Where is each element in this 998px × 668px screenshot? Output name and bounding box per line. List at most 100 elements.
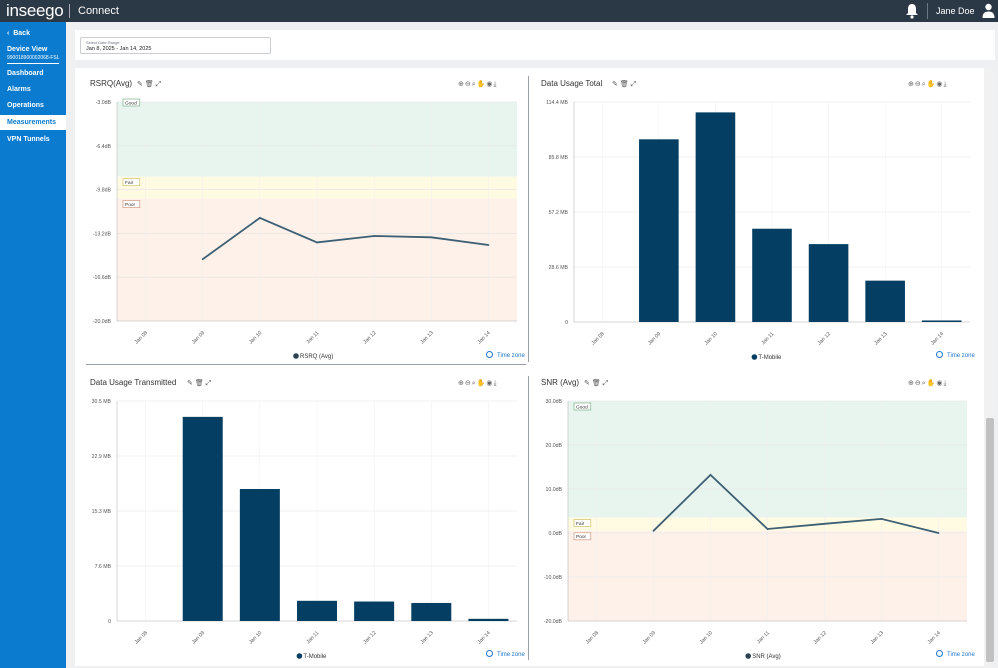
x-tick-label: Jan 09 xyxy=(642,630,657,645)
expand-icon[interactable]: ⤢ xyxy=(630,81,637,88)
zoom-out-icon[interactable]: ⊖ xyxy=(914,380,922,387)
band-label-fair: Fair xyxy=(122,178,141,187)
timezone-link[interactable]: Time zone xyxy=(936,650,975,658)
sidebar: ‹ Back Device View 990018900002068-FSL D… xyxy=(0,22,66,668)
legend-label: SNR (Avg) xyxy=(752,654,781,660)
device-underline xyxy=(7,63,59,64)
trash-icon[interactable]: 🗑 xyxy=(144,81,154,88)
y-tick-label: -10.0dB xyxy=(544,575,563,581)
download-icon[interactable]: ⤓ xyxy=(943,380,948,387)
back-button[interactable]: ‹ Back xyxy=(7,30,30,37)
timezone-link[interactable]: Time zone xyxy=(936,351,975,359)
sidebar-item-vpn-tunnels[interactable]: VPN Tunnels xyxy=(7,136,50,143)
expand-icon[interactable]: ⤢ xyxy=(602,380,609,387)
date-range-value: Jan 8, 2025 - Jan 14, 2025 xyxy=(86,46,152,52)
eye-icon[interactable]: ◉ xyxy=(936,81,944,88)
chart-edit-tools: ✎ 🗑 ⤢ xyxy=(187,379,211,388)
magnifier-icon[interactable]: ⌕ xyxy=(921,81,927,88)
chart-toolbar: ⊕⊖⌕✋◉⤓ xyxy=(458,80,498,89)
pencil-icon[interactable]: ✎ xyxy=(584,380,590,387)
bar xyxy=(752,228,792,322)
download-icon[interactable]: ⤓ xyxy=(493,380,498,387)
timezone-link[interactable]: Time zone xyxy=(486,650,525,658)
scrollbar-track[interactable] xyxy=(984,68,995,666)
pencil-icon[interactable]: ✎ xyxy=(187,380,193,387)
zoom-out-icon[interactable]: ⊖ xyxy=(464,81,472,88)
legend-label: T-Mobile xyxy=(303,654,327,660)
data-point xyxy=(766,528,769,530)
bar xyxy=(239,489,280,621)
eye-icon[interactable]: ◉ xyxy=(486,81,494,88)
magnifier-icon[interactable]: ⌕ xyxy=(471,81,477,88)
bell-icon[interactable] xyxy=(905,3,919,19)
legend-marker xyxy=(296,653,303,659)
data-point xyxy=(880,518,883,520)
bar xyxy=(297,600,337,621)
pencil-icon[interactable]: ✎ xyxy=(612,81,618,88)
x-tick-label: Jan 14 xyxy=(477,330,492,345)
expand-icon[interactable]: ⤢ xyxy=(155,81,162,88)
panel-divider-vertical-top xyxy=(528,76,529,362)
legend-marker xyxy=(293,353,299,359)
date-range-field[interactable]: Select Date Range Jan 8, 2025 - Jan 14, … xyxy=(80,37,271,54)
x-tick-label: Jan 10 xyxy=(248,630,263,645)
sidebar-item-measurements[interactable]: Measurements xyxy=(0,115,66,130)
pan-hand-icon[interactable]: ✋ xyxy=(926,380,937,387)
trash-icon[interactable]: 🗑 xyxy=(194,380,204,387)
x-tick-label: Jan 08 xyxy=(590,331,605,346)
zoom-out-icon[interactable]: ⊖ xyxy=(464,380,472,387)
zoom-in-icon[interactable]: ⊕ xyxy=(908,380,915,387)
x-tick-label: Jan 12 xyxy=(362,330,377,345)
band-label-box xyxy=(573,519,592,527)
band-label-box xyxy=(122,178,141,187)
band-label-box xyxy=(122,200,141,208)
sidebar-item-alarms[interactable]: Alarms xyxy=(7,86,31,93)
data-point xyxy=(316,241,318,244)
device-title: Device View xyxy=(7,46,48,53)
data-point xyxy=(487,244,490,246)
magnifier-icon[interactable]: ⌕ xyxy=(921,380,927,387)
zoom-in-icon[interactable]: ⊕ xyxy=(458,380,465,387)
user-name[interactable]: Jane Doe xyxy=(936,6,975,16)
download-icon[interactable]: ⤓ xyxy=(493,81,498,88)
expand-icon[interactable]: ⤢ xyxy=(205,380,212,387)
pencil-icon[interactable]: ✎ xyxy=(137,81,143,88)
band-label-text: Fair xyxy=(125,180,134,186)
bar xyxy=(468,618,509,621)
chevron-left-icon: ‹ xyxy=(7,30,10,37)
pan-hand-icon[interactable]: ✋ xyxy=(476,81,487,88)
zoom-out-icon[interactable]: ⊖ xyxy=(914,81,922,88)
download-icon[interactable]: ⤓ xyxy=(943,81,948,88)
zoom-in-icon[interactable]: ⊕ xyxy=(458,81,465,88)
band-label-box xyxy=(122,98,141,107)
scrollbar-thumb[interactable] xyxy=(986,418,994,662)
y-tick-label: 10.0dB xyxy=(546,487,563,493)
y-tick-label: -20.0dB xyxy=(93,319,112,325)
zoom-in-icon[interactable]: ⊕ xyxy=(908,81,915,88)
eye-icon[interactable]: ◉ xyxy=(486,380,494,387)
back-label: Back xyxy=(13,30,30,37)
sidebar-item-dashboard[interactable]: Dashboard xyxy=(7,70,44,77)
logo-separator xyxy=(69,4,70,18)
y-tick-label: -16.6dB xyxy=(93,275,112,281)
x-tick-label: Jan 10 xyxy=(248,330,263,345)
chart-toolbar: ⊕⊖⌕✋◉⤓ xyxy=(908,80,948,89)
date-range-label: Select Date Range xyxy=(86,40,120,45)
timezone-link[interactable]: Time zone xyxy=(486,351,525,359)
data-point xyxy=(373,235,376,237)
sidebar-item-operations[interactable]: Operations xyxy=(7,102,44,109)
magnifier-icon[interactable]: ⌕ xyxy=(471,380,477,387)
x-tick-label: Jan 11 xyxy=(305,630,320,645)
pan-hand-icon[interactable]: ✋ xyxy=(926,81,937,88)
x-tick-label: Jan 09 xyxy=(191,630,206,645)
band-label-good: Good xyxy=(573,402,592,411)
logo[interactable]: inseego xyxy=(6,1,64,20)
y-tick-label: -9.8dB xyxy=(96,188,112,194)
panel-divider-vertical-bottom xyxy=(528,376,529,660)
user-icon[interactable] xyxy=(982,3,995,18)
trash-icon[interactable]: 🗑 xyxy=(591,380,601,387)
y-tick-label: 114.4 MB xyxy=(546,100,568,106)
pan-hand-icon[interactable]: ✋ xyxy=(476,380,487,387)
eye-icon[interactable]: ◉ xyxy=(936,380,944,387)
trash-icon[interactable]: 🗑 xyxy=(619,81,629,88)
